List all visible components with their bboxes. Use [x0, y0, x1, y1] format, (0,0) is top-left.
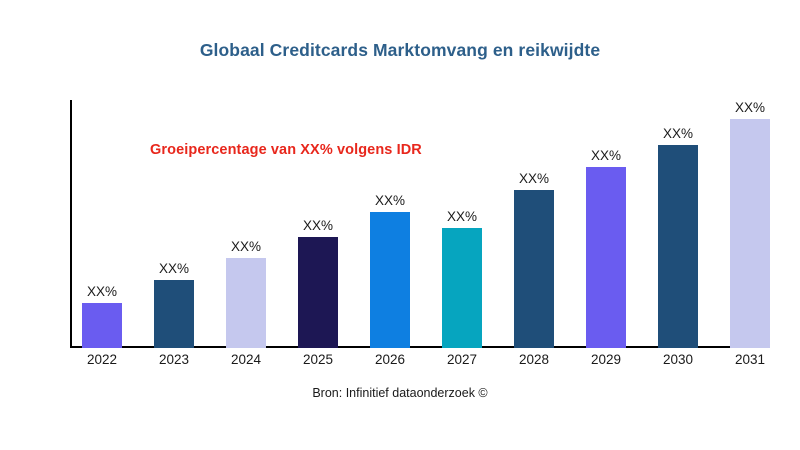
bar-2027[interactable] — [442, 228, 482, 348]
x-tick-2025: 2025 — [302, 352, 334, 367]
bar-2028[interactable] — [514, 190, 554, 348]
x-tick-2031: 2031 — [734, 352, 766, 367]
bar-2030[interactable] — [658, 145, 698, 348]
bar-2029[interactable] — [586, 167, 626, 348]
bar-value-label: XX% — [158, 260, 189, 276]
bar-value-label: XX% — [374, 192, 405, 208]
bar-value-label: XX% — [590, 147, 621, 163]
x-tick-2028: 2028 — [518, 352, 550, 367]
bar-group: XX% — [730, 100, 770, 348]
bar-group: XX% — [298, 100, 338, 348]
x-tick-2029: 2029 — [590, 352, 622, 367]
bar-2022[interactable] — [82, 303, 122, 348]
plot-area: XX% XX% XX% XX% XX% XX% XX% XX% XX% XX% 2022 2023 2… — [70, 100, 780, 367]
bar-group: XX% — [154, 100, 194, 348]
bar-value-label: XX% — [662, 125, 693, 141]
bar-2026[interactable] — [370, 212, 410, 348]
bar-value-label: XX% — [734, 99, 765, 115]
bar-group: XX% — [82, 100, 122, 348]
x-tick-2024: 2024 — [230, 352, 262, 367]
x-tick-2027: 2027 — [446, 352, 478, 367]
bar-2023[interactable] — [154, 280, 194, 348]
bar-group: XX% — [442, 100, 482, 348]
x-tick-2023: 2023 — [158, 352, 190, 367]
bar-value-label: XX% — [518, 170, 549, 186]
bar-2024[interactable] — [226, 258, 266, 348]
source-note: Bron: Infinitief dataonderzoek © — [312, 386, 488, 400]
bar-group: XX% — [514, 100, 554, 348]
bar-group: XX% — [586, 100, 626, 348]
bar-group: XX% — [370, 100, 410, 348]
x-tick-2026: 2026 — [374, 352, 406, 367]
bar-2025[interactable] — [298, 237, 338, 348]
x-tick-2030: 2030 — [662, 352, 694, 367]
bar-series: XX% XX% XX% XX% XX% XX% XX% XX% XX% XX% — [70, 100, 780, 348]
bar-value-label: XX% — [446, 208, 477, 224]
bar-2031[interactable] — [730, 119, 770, 348]
bar-value-label: XX% — [302, 217, 333, 233]
x-tick-2022: 2022 — [86, 352, 118, 367]
y-axis-line — [70, 100, 72, 348]
growth-rate-annotation: Groeipercentage van XX% volgens IDR — [150, 142, 422, 158]
bar-group: XX% — [226, 100, 266, 348]
bar-group: XX% — [658, 100, 698, 348]
bar-value-label: XX% — [86, 283, 117, 299]
bar-value-label: XX% — [230, 238, 261, 254]
chart-title: Globaal Creditcards Marktomvang en reikw… — [199, 40, 601, 60]
